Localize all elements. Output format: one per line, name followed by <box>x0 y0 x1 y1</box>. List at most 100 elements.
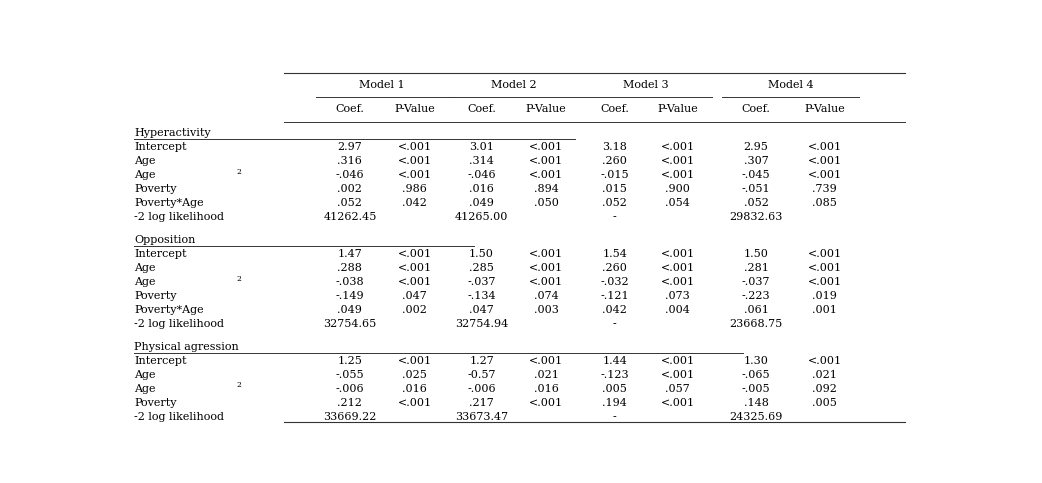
Text: 1.30: 1.30 <box>744 356 769 366</box>
Text: <.001: <.001 <box>397 398 431 408</box>
Text: -: - <box>613 412 617 422</box>
Text: Intercept: Intercept <box>134 249 187 259</box>
Text: -.015: -.015 <box>600 170 629 180</box>
Text: 41265.00: 41265.00 <box>455 212 508 222</box>
Text: 2: 2 <box>237 275 242 283</box>
Text: Age: Age <box>134 263 156 273</box>
Text: -.005: -.005 <box>742 384 770 394</box>
Text: .019: .019 <box>813 291 837 301</box>
Text: <.001: <.001 <box>397 277 431 287</box>
Text: .148: .148 <box>744 398 769 408</box>
Text: P-Value: P-Value <box>658 104 698 114</box>
Text: 29832.63: 29832.63 <box>729 212 783 222</box>
Text: P-Value: P-Value <box>394 104 435 114</box>
Text: .217: .217 <box>469 398 494 408</box>
Text: P-Value: P-Value <box>804 104 845 114</box>
Text: .002: .002 <box>338 185 363 194</box>
Text: .092: .092 <box>813 384 837 394</box>
Text: .025: .025 <box>402 370 427 380</box>
Text: Poverty*Age: Poverty*Age <box>134 199 204 208</box>
Text: -.134: -.134 <box>467 291 496 301</box>
Text: .047: .047 <box>469 305 494 315</box>
Text: 2: 2 <box>237 168 242 176</box>
Text: Poverty: Poverty <box>134 185 177 194</box>
Text: <.001: <.001 <box>529 398 563 408</box>
Text: .052: .052 <box>744 199 769 208</box>
Text: .021: .021 <box>813 370 837 380</box>
Text: Poverty: Poverty <box>134 291 177 301</box>
Text: <.001: <.001 <box>808 156 842 167</box>
Text: <.001: <.001 <box>529 142 563 153</box>
Text: -.055: -.055 <box>336 370 365 380</box>
Text: <.001: <.001 <box>661 156 695 167</box>
Text: <.001: <.001 <box>529 249 563 259</box>
Text: <.001: <.001 <box>529 263 563 273</box>
Text: 23668.75: 23668.75 <box>729 319 783 329</box>
Text: Hyperactivity: Hyperactivity <box>134 128 210 138</box>
Text: .054: .054 <box>666 199 690 208</box>
Text: 33669.22: 33669.22 <box>323 412 376 422</box>
Text: -: - <box>613 212 617 222</box>
Text: .016: .016 <box>534 384 559 394</box>
Text: .194: .194 <box>602 398 627 408</box>
Text: .047: .047 <box>402 291 427 301</box>
Text: Model 4: Model 4 <box>768 80 813 90</box>
Text: <.001: <.001 <box>661 356 695 366</box>
Text: .085: .085 <box>813 199 837 208</box>
Text: .016: .016 <box>402 384 427 394</box>
Text: .004: .004 <box>666 305 690 315</box>
Text: -.032: -.032 <box>600 277 629 287</box>
Text: .021: .021 <box>534 370 559 380</box>
Text: 3.01: 3.01 <box>469 142 494 153</box>
Text: Age: Age <box>134 156 156 167</box>
Text: <.001: <.001 <box>397 142 431 153</box>
Text: -.006: -.006 <box>336 384 365 394</box>
Text: <.001: <.001 <box>661 277 695 287</box>
Text: .042: .042 <box>402 199 427 208</box>
Text: -.006: -.006 <box>467 384 496 394</box>
Text: -.038: -.038 <box>336 277 365 287</box>
Text: 32754.65: 32754.65 <box>323 319 376 329</box>
Text: -.123: -.123 <box>600 370 629 380</box>
Text: .049: .049 <box>338 305 363 315</box>
Text: <.001: <.001 <box>808 142 842 153</box>
Text: Intercept: Intercept <box>134 142 187 153</box>
Text: .288: .288 <box>338 263 363 273</box>
Text: .894: .894 <box>534 185 559 194</box>
Text: -.046: -.046 <box>336 170 365 180</box>
Text: <.001: <.001 <box>661 263 695 273</box>
Text: <.001: <.001 <box>397 156 431 167</box>
Text: .005: .005 <box>602 384 627 394</box>
Text: Poverty*Age: Poverty*Age <box>134 305 204 315</box>
Text: .052: .052 <box>338 199 363 208</box>
Text: .285: .285 <box>469 263 494 273</box>
Text: 1.25: 1.25 <box>338 356 363 366</box>
Text: Model 1: Model 1 <box>359 80 405 90</box>
Text: <.001: <.001 <box>808 277 842 287</box>
Text: Model 3: Model 3 <box>623 80 669 90</box>
Text: -.037: -.037 <box>742 277 770 287</box>
Text: -.037: -.037 <box>467 277 496 287</box>
Text: -.121: -.121 <box>600 291 629 301</box>
Text: 1.54: 1.54 <box>602 249 627 259</box>
Text: .052: .052 <box>602 199 627 208</box>
Text: <.001: <.001 <box>808 263 842 273</box>
Text: 32754.94: 32754.94 <box>455 319 508 329</box>
Text: -.223: -.223 <box>742 291 770 301</box>
Text: <.001: <.001 <box>397 249 431 259</box>
Text: 1.27: 1.27 <box>469 356 494 366</box>
Text: <.001: <.001 <box>661 170 695 180</box>
Text: 1.44: 1.44 <box>602 356 627 366</box>
Text: Coef.: Coef. <box>742 104 770 114</box>
Text: .016: .016 <box>469 185 494 194</box>
Text: -0.57: -0.57 <box>467 370 496 380</box>
Text: -2 log likelihood: -2 log likelihood <box>134 319 224 329</box>
Text: .260: .260 <box>602 263 627 273</box>
Text: <.001: <.001 <box>808 170 842 180</box>
Text: -.051: -.051 <box>742 185 770 194</box>
Text: 41262.45: 41262.45 <box>323 212 376 222</box>
Text: Physical agression: Physical agression <box>134 341 239 352</box>
Text: .057: .057 <box>666 384 690 394</box>
Text: <.001: <.001 <box>397 263 431 273</box>
Text: -.046: -.046 <box>467 170 496 180</box>
